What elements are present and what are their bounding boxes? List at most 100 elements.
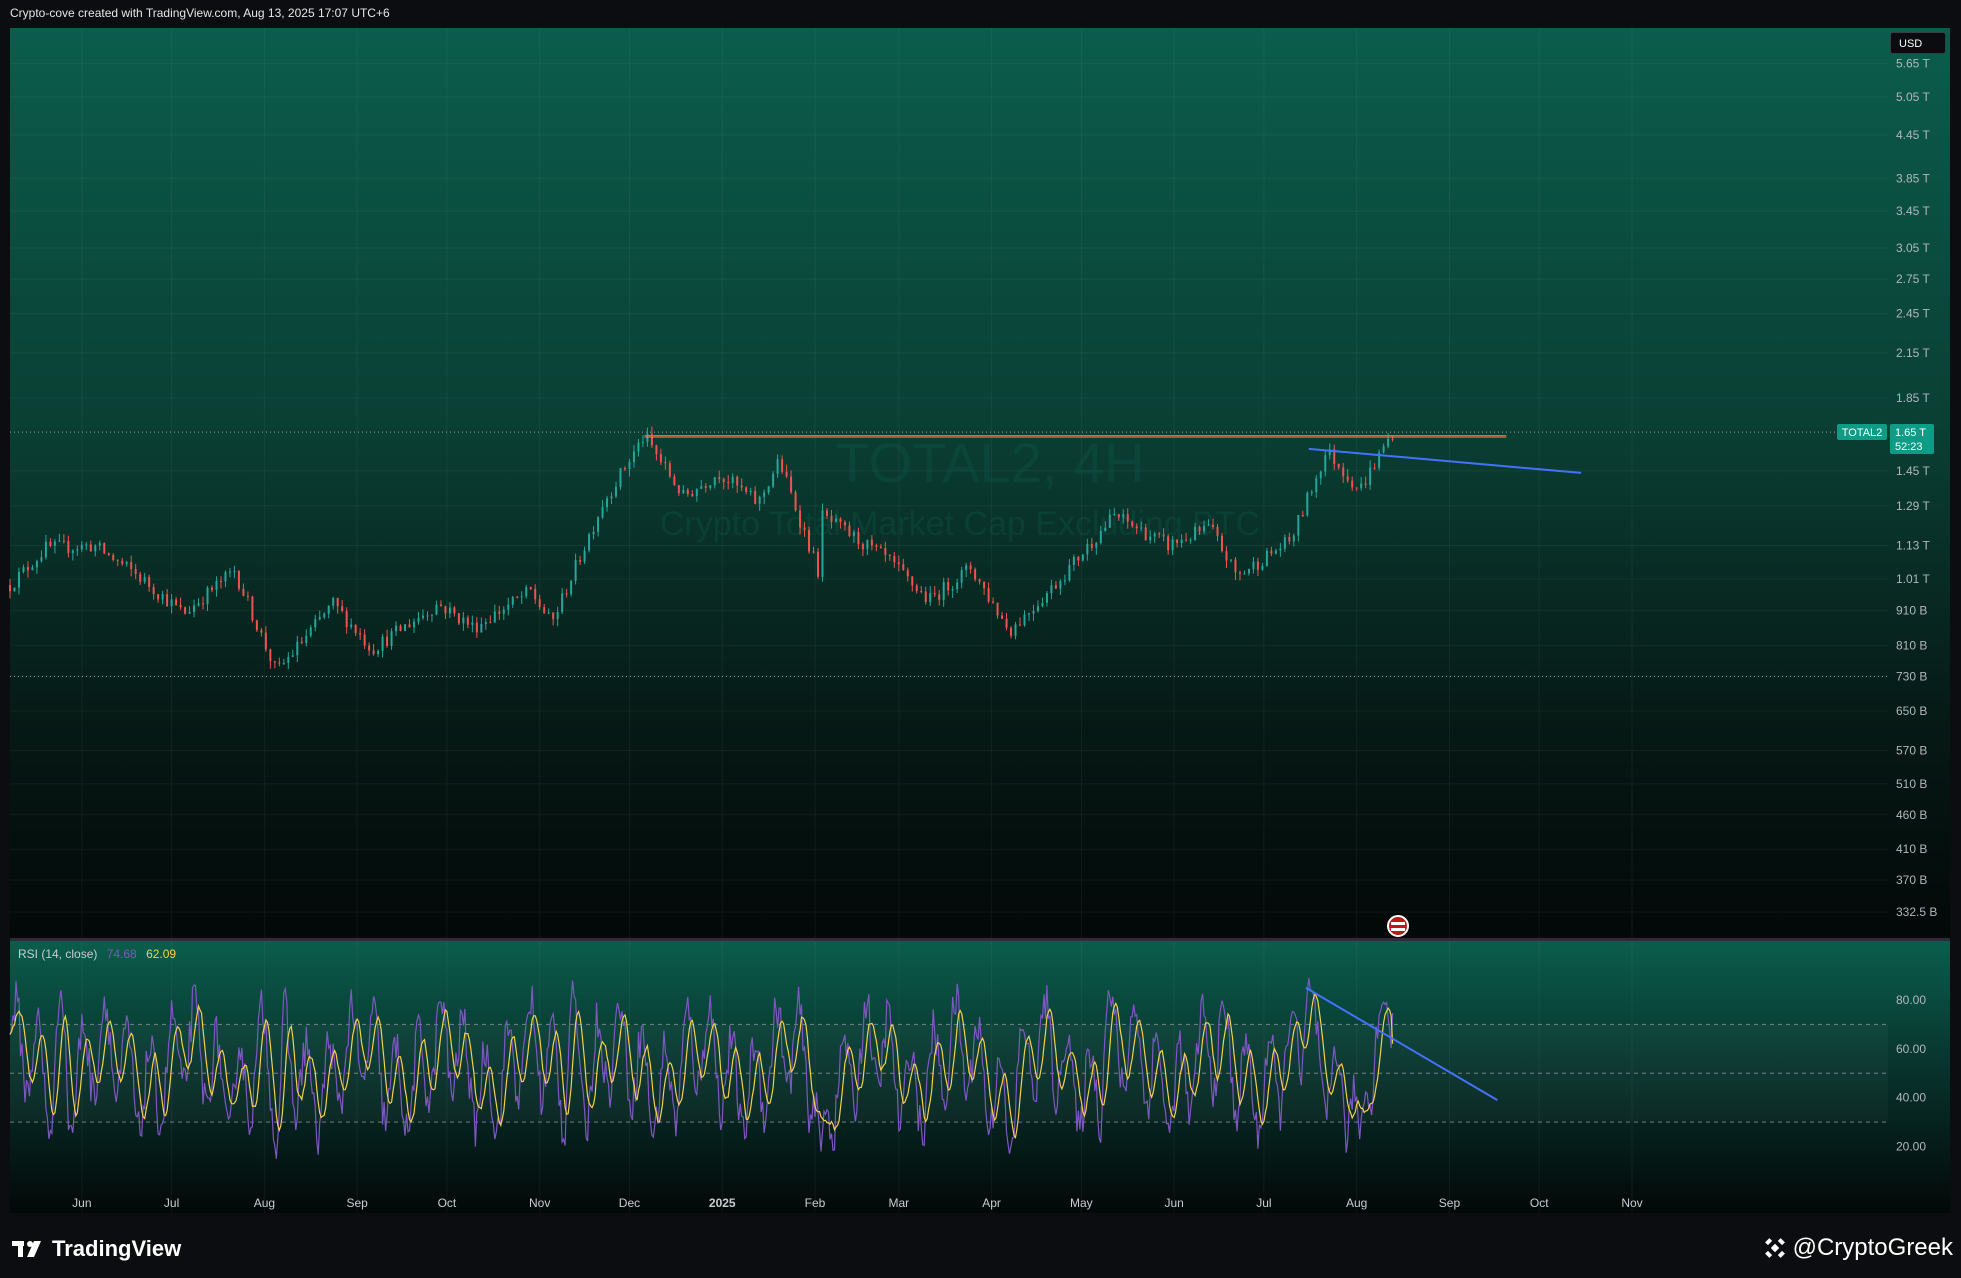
candle-body [404, 624, 407, 632]
candle-body [1054, 585, 1057, 589]
candle-body [103, 543, 106, 554]
grid [10, 28, 1888, 1213]
time-tick-label: Dec [619, 1196, 640, 1210]
candle-body [1333, 449, 1336, 464]
event-marker[interactable] [1387, 915, 1409, 937]
candle-body [1122, 514, 1125, 518]
candle-body [139, 573, 142, 582]
candle-body [439, 604, 442, 607]
candle-body [206, 587, 209, 605]
candle-body [664, 462, 667, 464]
candle-body [327, 605, 330, 614]
candle-body [601, 507, 604, 518]
candle-body [1036, 606, 1039, 612]
candle-body [776, 459, 779, 474]
candle-body [556, 612, 559, 620]
rsi-legend-ma-value: 62.09 [146, 947, 177, 961]
candle-body [1113, 513, 1116, 515]
candle-body [520, 596, 523, 598]
rsi-trendline [1305, 986, 1498, 1101]
candle-body [1324, 455, 1327, 472]
candle-body [112, 554, 115, 560]
candle-body [1274, 550, 1277, 554]
rsi-ma-line [9, 991, 1394, 1140]
drawings[interactable] [644, 435, 1582, 474]
tradingview-logo[interactable]: TradingView [12, 1236, 181, 1262]
candle-body [691, 493, 694, 497]
candle-body [1283, 537, 1286, 549]
price-axis[interactable]: 5.65 T 5.05 T 4.45 T 3.85 T 3.45 T 3.05 T 2.75… [1896, 56, 1937, 919]
candle-body [534, 588, 537, 600]
time-tick-label: Aug [1346, 1196, 1367, 1210]
rsi-pane[interactable]: 80.00 60.00 40.00 20.00 [9, 977, 1926, 1159]
candle-body [911, 576, 914, 586]
candle-body [861, 544, 864, 550]
candle-body [336, 598, 339, 607]
candle-body [1104, 527, 1107, 531]
candle-body [597, 517, 600, 532]
price-tick-label: 410 B [1896, 842, 1927, 856]
time-tick-label: Sep [1439, 1196, 1461, 1210]
candle-body [1369, 467, 1372, 485]
candle-body [547, 612, 550, 614]
candle-body [641, 441, 644, 443]
rsi-pane-bg [10, 941, 1950, 1213]
candle-body [184, 607, 187, 614]
candle-body [632, 451, 635, 463]
ticker-label: TOTAL2 [1842, 427, 1883, 439]
rsi-legend[interactable]: RSI (14, close) 74.68 62.09 [18, 947, 176, 961]
candle-body [969, 565, 972, 570]
candle-body [291, 655, 294, 657]
price-tick-label: 510 B [1896, 777, 1927, 791]
candle-body [1225, 551, 1228, 561]
candle-body [619, 468, 622, 487]
author-handle: @CryptoGreek [1792, 1234, 1953, 1261]
candle-body [727, 481, 730, 483]
price-tick-label: 332.5 B [1896, 905, 1937, 919]
candle-body [350, 624, 353, 628]
price-tick-label: 5.05 T [1896, 90, 1930, 104]
candle-body [130, 562, 133, 570]
candle-body [1270, 550, 1273, 554]
candle-body [637, 442, 640, 452]
time-axis[interactable]: Jun Jul Aug Sep Oct Nov Dec 2025 Feb Mar Apr May Jun… [72, 1196, 1643, 1210]
candle-body [870, 539, 873, 546]
candle-body [830, 515, 833, 522]
candle-body [471, 622, 474, 625]
us-flag-icon [1387, 915, 1409, 937]
candle-body [718, 477, 721, 480]
time-tick-label: 2025 [709, 1196, 736, 1210]
candle-body [444, 606, 447, 614]
candle-body [1319, 471, 1322, 479]
candle-body [1247, 569, 1250, 574]
candle-body [525, 587, 528, 597]
candle-body [606, 498, 609, 508]
currency-badge[interactable]: USD [1890, 32, 1946, 54]
candle-body [947, 581, 950, 591]
candle-body [1185, 539, 1188, 541]
candle-body [767, 486, 770, 493]
candle-body [1045, 593, 1048, 603]
candle-body [453, 607, 456, 614]
candle-body [1288, 537, 1291, 542]
time-tick-label: Feb [805, 1196, 826, 1210]
candle-body [40, 557, 43, 561]
candle-body [920, 590, 923, 592]
candle-body [799, 510, 802, 528]
candle-body [1265, 550, 1268, 567]
candle-body [166, 594, 169, 607]
candle-body [987, 588, 990, 602]
price-tick-label: 3.45 T [1896, 204, 1930, 218]
candle-body [372, 650, 375, 655]
time-tick-label: Jul [1256, 1196, 1271, 1210]
candle-body [1301, 514, 1304, 516]
candle-body [1158, 533, 1161, 535]
candle-body [242, 588, 245, 596]
candle-body [924, 591, 927, 602]
candle-body [323, 613, 326, 618]
price-tick-label: 2.15 T [1896, 346, 1930, 360]
candle-body [866, 539, 869, 550]
candle-body [1342, 467, 1345, 477]
candle-body [296, 641, 299, 656]
